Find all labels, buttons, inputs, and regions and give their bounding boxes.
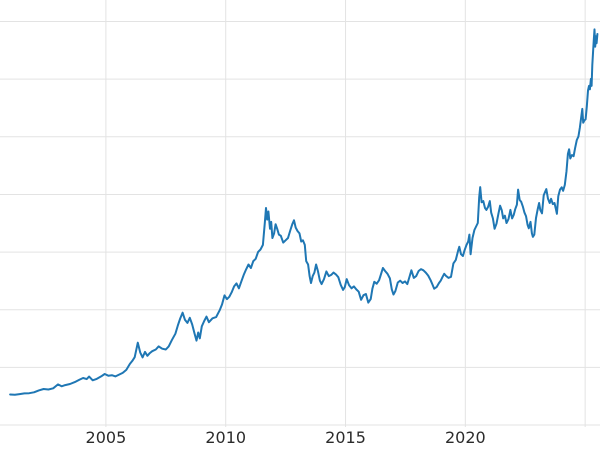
x-axis-labels: 2005 2010 2015 2020 xyxy=(86,428,486,447)
gridlines xyxy=(0,0,600,427)
x-tick-label: 2015 xyxy=(325,428,366,447)
x-tick-label: 2020 xyxy=(445,428,486,447)
x-tick-label: 2010 xyxy=(205,428,246,447)
price-line-series xyxy=(9,28,599,396)
x-tick-label: 2005 xyxy=(86,428,127,447)
